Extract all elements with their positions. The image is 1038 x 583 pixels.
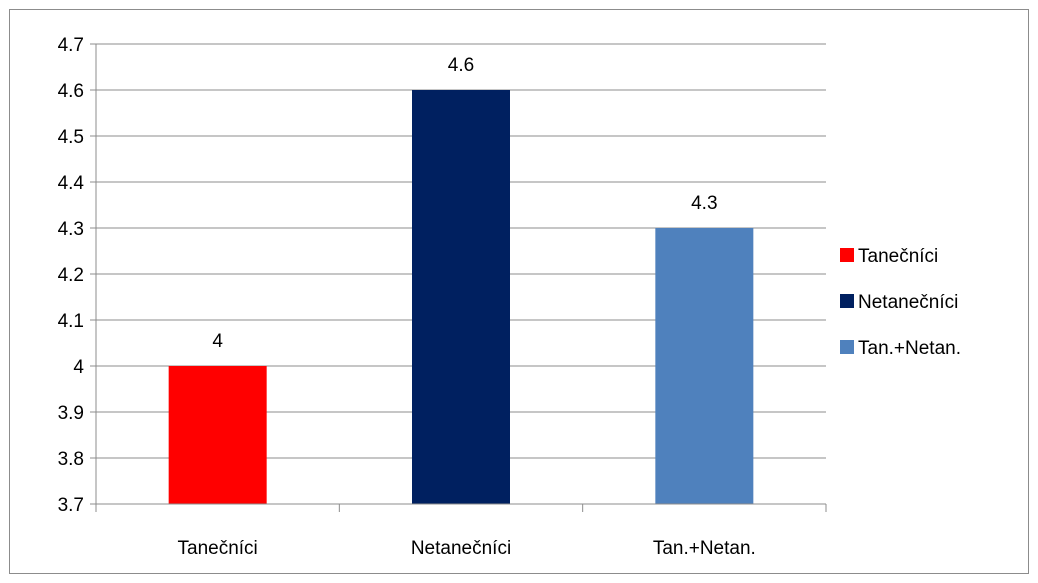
y-tick-label: 4.5 [58,127,84,148]
legend-label: Tan.+Netan. [858,338,961,359]
y-tick-label: 4 [73,357,84,378]
x-axis-category-labels: Tanečníci Netanečníci Tan.+Netan. [178,538,756,559]
bar-3 [655,228,754,504]
data-label: 4 [212,331,223,352]
y-tick-label: 4.7 [58,35,84,56]
legend-label: Tanečníci [858,246,938,267]
data-label: 4.3 [691,193,717,214]
y-tick-label: 4.6 [58,81,84,102]
category-label: Netanečníci [411,538,511,559]
data-label: 4.6 [448,55,474,76]
y-tick-label: 4.2 [58,265,84,286]
y-tick-label: 3.9 [58,403,84,424]
category-label: Tan.+Netan. [653,538,756,559]
bar-2 [412,90,510,504]
legend-swatch [840,294,854,308]
y-axis-ticks: 3.7 3.8 3.9 4 4.1 4.2 4.3 4.4 4.5 4.6 4.7 [58,35,85,516]
y-tick-label: 4.1 [58,311,84,332]
y-tick-label: 4.4 [58,173,85,194]
y-tick-label: 3.7 [58,495,84,516]
legend-swatch [840,340,854,354]
category-label: Tanečníci [178,538,258,559]
bars: 4 4.6 4.3 [168,55,754,504]
y-tick-label: 3.8 [58,449,84,470]
legend-swatch [840,248,854,262]
legend-label: Netanečníci [858,292,958,313]
axes [95,44,827,512]
legend: Tanečníci Netanečníci Tan.+Netan. [840,246,961,359]
y-tick-label: 4.3 [58,219,84,240]
bar-1 [168,366,267,504]
